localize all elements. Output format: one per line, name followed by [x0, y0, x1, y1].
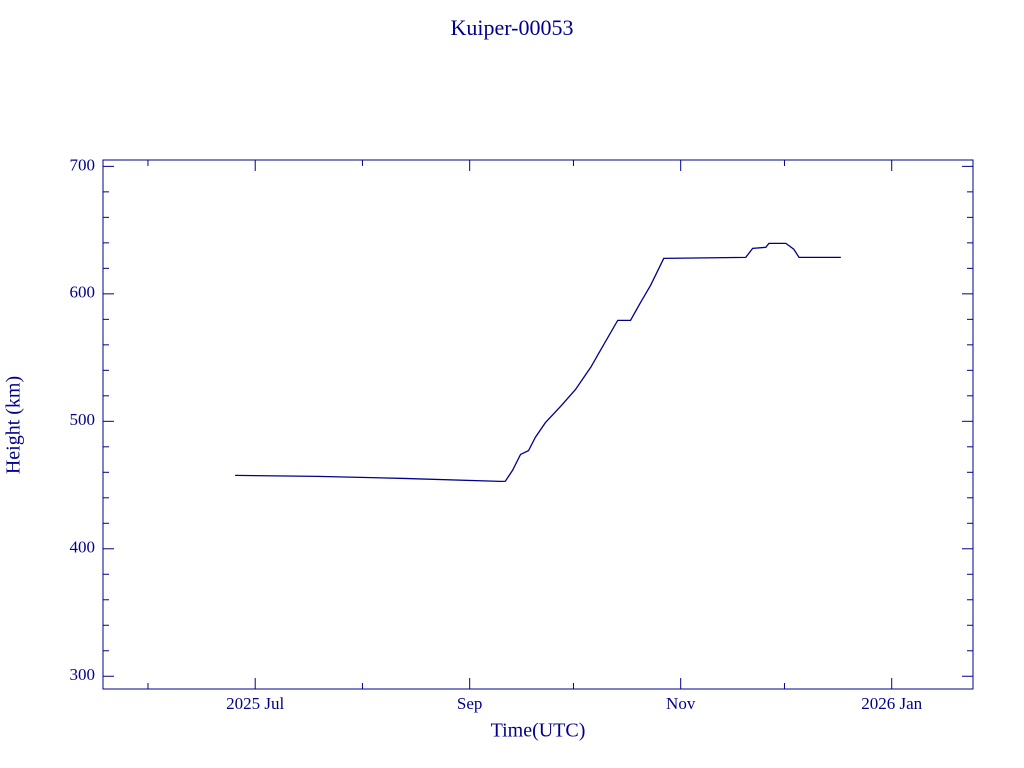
x-tick-label: Sep — [457, 694, 483, 713]
line-series — [235, 242, 841, 483]
y-tick-label: 400 — [70, 538, 96, 557]
x-tick-label: Nov — [666, 694, 696, 713]
y-tick-label: 500 — [70, 410, 96, 429]
x-axis-label: Time(UTC) — [491, 720, 586, 742]
y-tick-label: 700 — [70, 155, 96, 174]
x-tick-label: 2026 Jan — [861, 694, 922, 713]
x-tick-label: 2025 Jul — [226, 694, 284, 713]
plot-frame — [102, 159, 974, 690]
y-tick-label: 300 — [70, 665, 96, 684]
y-axis-label: Height (km) — [3, 376, 25, 474]
chart-title: Kuiper-00053 — [451, 15, 574, 40]
y-tick-label: 600 — [70, 283, 96, 302]
